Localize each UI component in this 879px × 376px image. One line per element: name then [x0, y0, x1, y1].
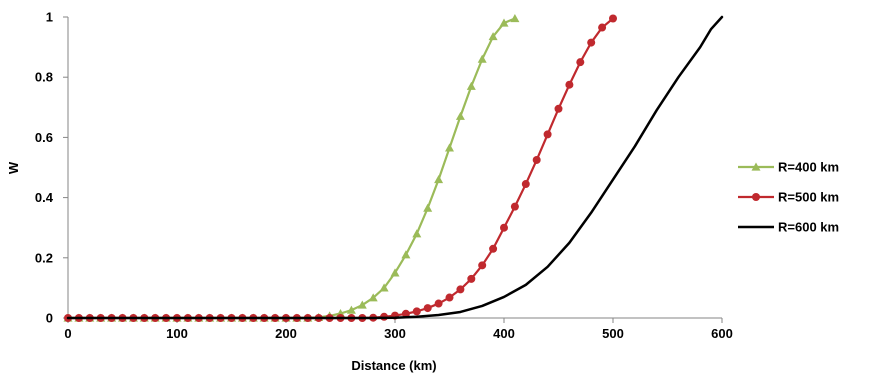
legend-swatch-marker: [751, 162, 761, 171]
y-tick-label: 0.4: [35, 190, 54, 205]
y-tick-label: 1: [46, 10, 53, 25]
data-point: [598, 23, 607, 32]
legend-item: R=500 km: [738, 190, 839, 205]
data-point: [368, 293, 378, 302]
y-tick-label: 0.6: [35, 130, 53, 145]
data-point: [477, 54, 487, 63]
data-point: [554, 104, 563, 113]
data-point: [401, 250, 411, 259]
series-layer: [63, 14, 724, 322]
data-point: [434, 299, 443, 308]
data-point: [412, 229, 422, 238]
data-point: [587, 38, 596, 47]
data-point: [466, 81, 476, 90]
data-point: [445, 143, 454, 152]
series-line: [66, 17, 615, 320]
data-point: [532, 155, 541, 164]
series-1: [63, 14, 520, 322]
data-point: [488, 32, 498, 41]
series-line: [66, 15, 724, 320]
x-tick-label: 0: [64, 326, 71, 341]
data-point: [412, 307, 421, 316]
series-line: [66, 17, 517, 320]
data-point: [499, 18, 509, 27]
data-point: [576, 58, 585, 67]
data-point: [390, 268, 400, 277]
data-point: [423, 304, 432, 313]
data-point: [456, 285, 465, 294]
data-point: [467, 274, 476, 283]
x-tick-label: 300: [384, 326, 406, 341]
data-point: [379, 283, 389, 292]
legend-swatch-marker: [752, 193, 760, 201]
data-point: [565, 80, 574, 89]
legend-item: R=400 km: [738, 160, 839, 175]
data-point: [543, 130, 552, 139]
data-point: [346, 305, 356, 314]
data-point: [609, 14, 617, 23]
y-axis-title: W: [6, 161, 21, 174]
y-tick-label: 0: [46, 311, 53, 326]
legend-label: R=600 km: [778, 220, 839, 235]
legend: R=400 km R=500 km R=600 km: [738, 160, 839, 235]
x-tick-label: 500: [602, 326, 624, 341]
data-point: [455, 111, 465, 120]
data-point: [423, 203, 433, 212]
data-point: [434, 175, 444, 184]
x-axis-title: Distance (km): [351, 358, 436, 373]
data-point: [521, 180, 530, 189]
x-tick-label: 400: [493, 326, 515, 341]
legend-label: R=400 km: [778, 160, 839, 175]
legend-item: R=600 km: [738, 220, 839, 235]
series-2: [64, 14, 617, 322]
data-point: [445, 293, 454, 302]
data-point: [478, 261, 487, 270]
x-tick-label: 100: [166, 326, 188, 341]
x-tick-label: 200: [275, 326, 297, 341]
data-point: [510, 14, 520, 23]
data-point: [510, 202, 519, 211]
x-tick-label: 600: [711, 326, 733, 341]
series-3: [66, 15, 724, 320]
y-tick-label: 0.2: [35, 250, 53, 265]
data-point: [489, 244, 498, 253]
data-point: [401, 309, 410, 318]
y-tick-label: 0.8: [35, 70, 53, 85]
data-point: [357, 300, 367, 309]
legend-label: R=500 km: [778, 190, 839, 205]
data-point: [500, 223, 508, 232]
axes: 0 100 200 300 400 500 600 0 0.2 0.4 0.6 0.8 1: [35, 10, 733, 342]
